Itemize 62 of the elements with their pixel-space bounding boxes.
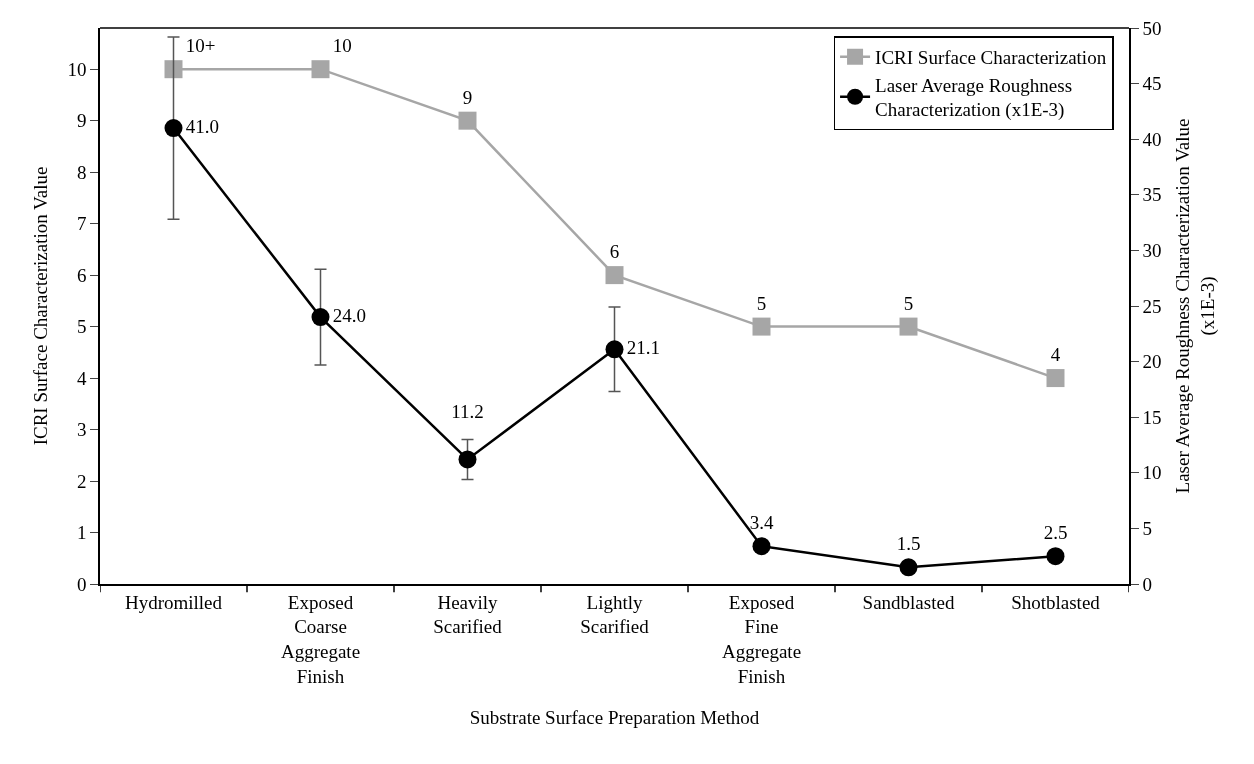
x-tick-label: Hydromilled xyxy=(124,591,223,613)
data-label: 1.5 xyxy=(896,533,921,555)
x-tick-label: Exposed Fine Aggregate Finish xyxy=(721,591,802,687)
data-label: 6 xyxy=(609,241,620,263)
data-label: 9 xyxy=(462,86,473,108)
point xyxy=(458,450,477,469)
y2-tick-label: 25 xyxy=(1142,295,1162,317)
y2-tick-label: 0 xyxy=(1142,573,1153,595)
y-tick-label: 4 xyxy=(76,367,87,389)
x-axis-title: Substrate Surface Preparation Method xyxy=(469,706,760,728)
data-label: 5 xyxy=(903,292,914,314)
y-tick-label: 0 xyxy=(76,573,87,595)
point xyxy=(311,60,330,79)
point xyxy=(899,317,918,336)
y2-tick-label: 40 xyxy=(1142,128,1162,150)
y2-tick-label: 5 xyxy=(1142,518,1153,540)
x-tick-label: Heavily Scarified xyxy=(433,591,503,638)
data-label: 11.2 xyxy=(451,400,484,422)
legend-label: Laser Average Roughness Characterization (x1E-3) xyxy=(875,74,1073,122)
x-tick-label: Exposed Coarse Aggregate Finish xyxy=(280,591,361,687)
y2-axis-title: Laser Average Roughness Characterization Value (x1E-3) xyxy=(1171,118,1219,494)
point xyxy=(1046,547,1065,566)
y-tick-label: 8 xyxy=(76,161,87,183)
data-label: 24.0 xyxy=(332,304,366,326)
y2-tick-label: 15 xyxy=(1142,406,1162,428)
point xyxy=(605,340,624,359)
point xyxy=(311,308,330,327)
y2-tick-label: 30 xyxy=(1142,240,1162,262)
legend-label: ICRI Surface Characterization xyxy=(875,47,1107,69)
x-tick-label: Lightly Scarified xyxy=(580,591,650,638)
point xyxy=(605,266,624,285)
data-label: 3.4 xyxy=(749,512,774,534)
data-label: 2.5 xyxy=(1043,522,1068,544)
point xyxy=(164,119,183,138)
x-tick-label: Sandblasted xyxy=(862,591,955,613)
point xyxy=(752,317,771,336)
y-tick-label: 1 xyxy=(76,522,87,544)
y-tick-label: 6 xyxy=(76,264,87,286)
y2-tick-label: 35 xyxy=(1142,184,1162,206)
point xyxy=(164,60,183,79)
y-axis-title: ICRI Surface Characterization Value xyxy=(29,166,51,446)
data-label: 4 xyxy=(1050,344,1061,366)
data-label: 5 xyxy=(756,292,767,314)
y-tick-label: 5 xyxy=(76,316,87,338)
y2-tick-label: 10 xyxy=(1142,462,1162,484)
point xyxy=(458,111,477,130)
data-label: 10+ xyxy=(185,35,216,57)
y-tick-label: 10 xyxy=(67,58,87,80)
data-label: 10 xyxy=(332,35,352,57)
data-label: 21.1 xyxy=(626,337,660,359)
point xyxy=(899,558,918,577)
y2-tick-label: 20 xyxy=(1142,351,1162,373)
y-tick-label: 9 xyxy=(76,110,87,132)
x-tick-label: Shotblasted xyxy=(1011,591,1101,613)
y2-tick-label: 45 xyxy=(1142,73,1162,95)
y-tick-label: 2 xyxy=(76,470,87,492)
point xyxy=(752,537,771,556)
y2-tick-label: 50 xyxy=(1142,17,1162,39)
point xyxy=(1046,369,1065,388)
data-label: 41.0 xyxy=(185,115,219,137)
y-tick-label: 7 xyxy=(76,213,87,235)
y-tick-label: 3 xyxy=(76,419,87,441)
